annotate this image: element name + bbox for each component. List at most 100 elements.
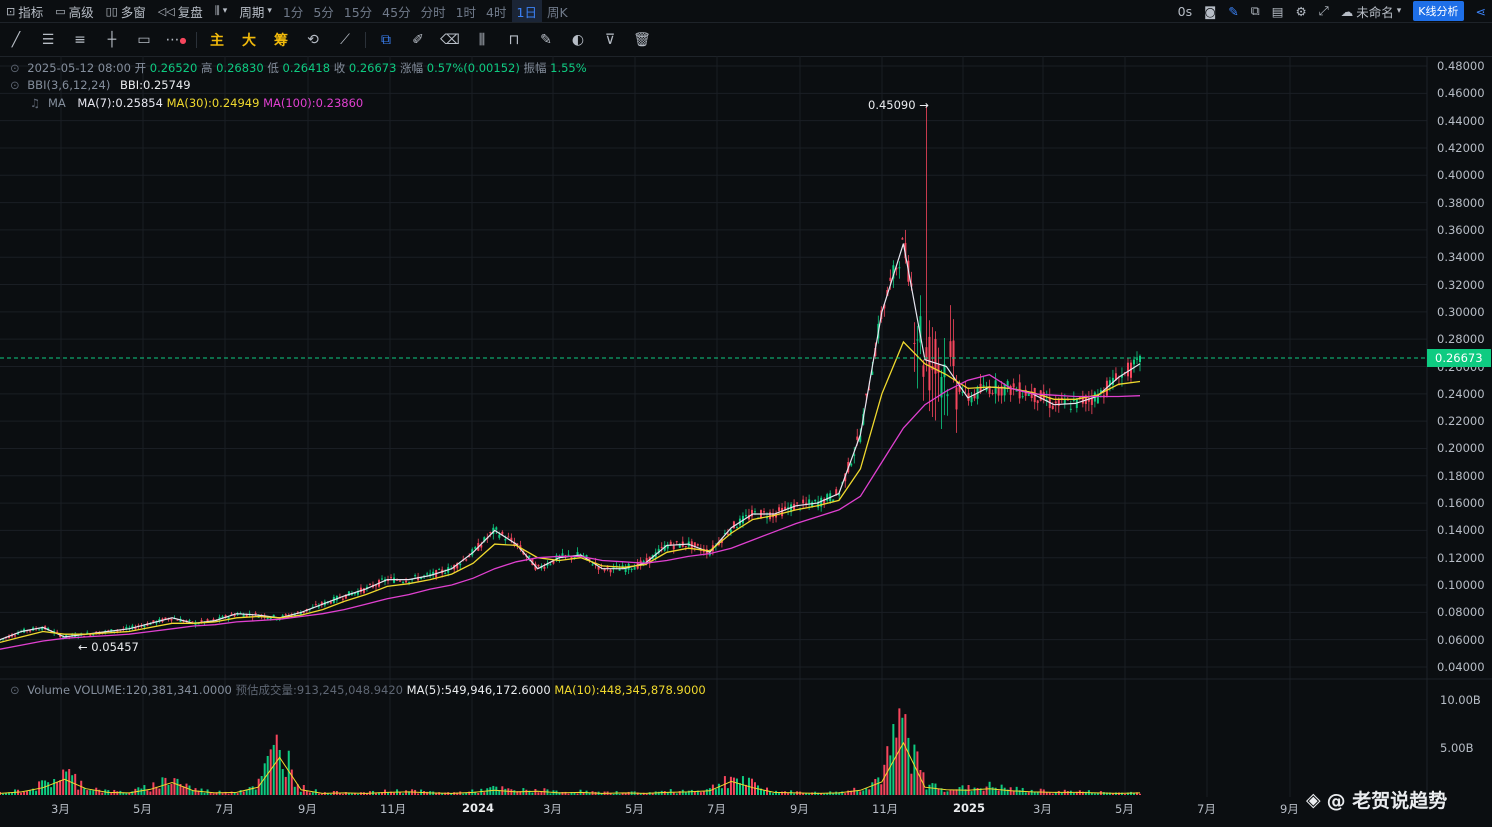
volume-bar [281, 769, 284, 795]
candle-body [468, 556, 471, 558]
filter-icon[interactable]: ⊽ [604, 32, 616, 48]
interval-45m[interactable]: 45分 [382, 4, 411, 20]
time-tick-label: 2025 [953, 801, 986, 815]
pencil-icon[interactable]: ✎ [1228, 3, 1239, 19]
candle-body [429, 573, 432, 575]
collapse-icon[interactable]: ⊙ [10, 78, 20, 92]
candle-body [1015, 390, 1018, 392]
brush-icon[interactable]: ⟋ [340, 32, 350, 48]
candle-body [660, 546, 663, 548]
replay-button[interactable]: ◁◁ 复盘 [152, 0, 209, 22]
kline-analysis-button[interactable]: K线分析 [1413, 1, 1464, 21]
candle-body [543, 566, 546, 569]
volume-bar [101, 792, 104, 795]
volume-bar [756, 785, 759, 795]
compare-icon[interactable]: ⫼ [478, 32, 486, 48]
interval-timeshare[interactable]: 分时 [420, 4, 446, 20]
candle-body [705, 549, 708, 555]
volume-bar [612, 793, 615, 795]
volume-bar [672, 792, 675, 795]
save-icon[interactable]: ▤ [1271, 3, 1284, 19]
candle-body [513, 542, 516, 546]
bbi-name: BBI(3,6,12,24) [27, 78, 111, 92]
edit-icon[interactable]: ✎ [540, 32, 552, 48]
volume-bar [769, 791, 772, 795]
volume-bar [468, 791, 471, 795]
ruler-icon[interactable]: ✐ [412, 32, 424, 48]
collapse-icon[interactable]: ⊙ [10, 61, 20, 75]
magnet-icon[interactable]: ⟲ [307, 32, 319, 48]
volume-bar [808, 793, 811, 795]
candle-body [639, 560, 642, 566]
indicator-button[interactable]: ⊡ 指标 [0, 0, 49, 22]
layout-name-button[interactable]: ☁ 未命名 ▾ [1335, 0, 1408, 22]
candle-body [1039, 390, 1042, 401]
period-button[interactable]: 周期 ▾ [233, 0, 278, 22]
horizontal-lines-icon[interactable]: ≡ [74, 32, 86, 48]
volume-bar [501, 786, 504, 795]
volume-bar [405, 790, 408, 795]
rectangle-icon[interactable]: ▭ [137, 32, 151, 48]
price-tick-label: 0.22000 [1437, 414, 1485, 429]
volume-bar [1081, 791, 1084, 795]
copy-icon[interactable]: ⧉ [381, 32, 391, 48]
interval-weekly[interactable]: 周K [546, 4, 568, 20]
candle-body [110, 629, 113, 633]
legend-change-label: 涨幅 [400, 61, 424, 75]
more-tools-icon[interactable]: ⋯ ● [165, 32, 187, 48]
candle-body [507, 536, 510, 538]
settings-gear-icon[interactable]: ⚙ [1295, 3, 1307, 19]
ma-line-0 [0, 243, 1141, 641]
volume-bar [528, 790, 531, 795]
visibility-icon[interactable]: ◐ [571, 32, 585, 48]
line-tool-icon[interactable]: ╱ [11, 32, 21, 48]
candle-body [1006, 381, 1009, 387]
interval-4h[interactable]: 4时 [486, 4, 507, 20]
candle-body [531, 558, 534, 566]
price-axis[interactable]: 0.48000 0.46000 0.44000 0.42000 0.40000 0.380… [1427, 56, 1492, 686]
volume-bar [642, 792, 645, 795]
candle-body [1084, 395, 1087, 405]
candle-body [1102, 395, 1105, 398]
volume-bar [705, 789, 708, 795]
collapse-icon[interactable]: ⊙ [10, 683, 20, 697]
volume-bar [603, 791, 606, 795]
eraser-icon[interactable]: ⌫ [440, 32, 460, 48]
volume-bar [200, 788, 203, 795]
price-tick-label: 0.28000 [1437, 332, 1485, 347]
volume-bar [492, 785, 495, 795]
multi-window-button[interactable]: ▯▯ 多窗 [100, 0, 152, 22]
candle-body [474, 546, 477, 549]
volume-bar [895, 737, 898, 795]
candle-body [441, 569, 444, 574]
parallel-lines-icon[interactable]: ☰ [41, 32, 55, 48]
camera-icon[interactable]: ◙ [1204, 3, 1217, 19]
candle-body [158, 618, 161, 623]
volume-bar [486, 788, 489, 795]
candle-body [308, 608, 311, 610]
interval-5m[interactable]: 5分 [313, 4, 334, 20]
main-force-button[interactable]: 主 [210, 33, 224, 49]
interval-1h[interactable]: 1时 [455, 4, 477, 20]
volume-bar [92, 790, 95, 795]
advanced-button[interactable]: ▭ 高级 [49, 0, 99, 22]
volume-bar [125, 793, 128, 795]
bell-icon[interactable]: ♫ [30, 96, 41, 110]
lock-icon[interactable]: ⊓ [508, 32, 520, 48]
interval-1m[interactable]: 1分 [282, 4, 304, 20]
interval-1d[interactable]: 1日 [511, 0, 542, 22]
big-order-button[interactable]: 大 [242, 33, 256, 49]
interval-15m[interactable]: 15分 [343, 4, 373, 20]
fullscreen-icon[interactable]: ⤢ [1318, 3, 1329, 18]
candle-body [432, 571, 435, 576]
layout-name-label: 未命名 [1356, 4, 1394, 20]
candle-body [895, 267, 898, 270]
template-icon[interactable]: ⧉ [1250, 3, 1260, 18]
chart-type-button[interactable]: ⫼ ▾ [209, 0, 234, 22]
volume-bar [402, 793, 405, 795]
cross-line-icon[interactable]: ┼ [107, 32, 117, 48]
share-icon[interactable]: ⋖ [1475, 3, 1486, 19]
chips-button[interactable]: 筹 [274, 33, 288, 49]
delete-icon[interactable]: 🗑 [633, 32, 651, 48]
